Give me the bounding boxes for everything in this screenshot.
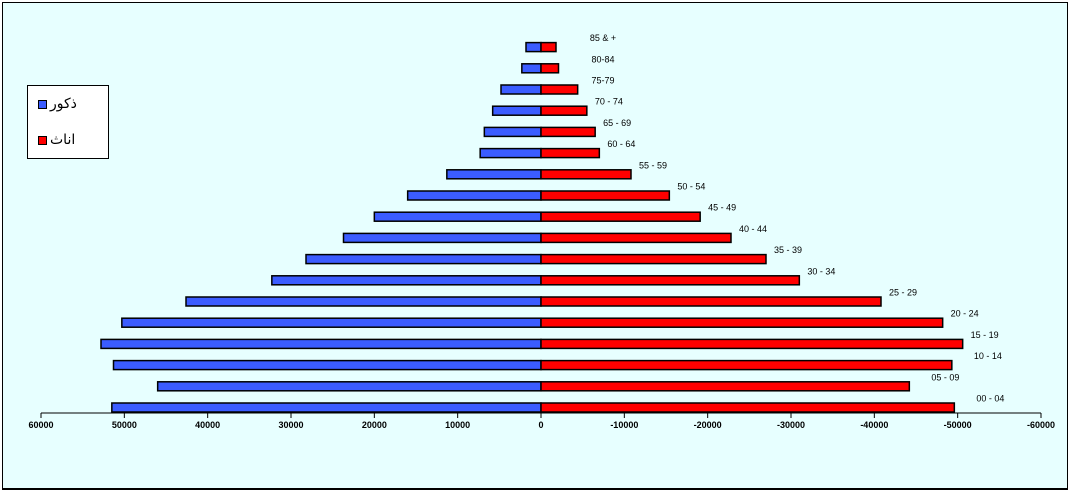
age-group-label: 50 - 54	[677, 182, 705, 192]
legend-label-males: ذكور	[50, 96, 77, 112]
bar-female	[540, 402, 956, 413]
age-group-label: 20 - 24	[951, 309, 979, 319]
age-group-label: 40 - 44	[739, 224, 767, 234]
x-tick-label: 30000	[278, 420, 303, 430]
bar-female	[540, 275, 801, 286]
x-axis: 60000 50000 40000 30000 20000 10000 0 -10000 -20…	[28, 412, 1055, 430]
x-tick-label: -30000	[777, 420, 805, 430]
x-tick-label: 0	[538, 420, 543, 430]
age-group-label: 25 - 29	[889, 288, 917, 298]
legend: ذكور اناث	[27, 85, 109, 159]
bar-male	[121, 317, 542, 328]
age-group-label: 35 - 39	[774, 245, 802, 255]
bar-male	[305, 253, 542, 265]
bar-female	[540, 126, 596, 138]
bar-male	[112, 359, 542, 371]
bar-female	[540, 169, 632, 180]
age-group-label: 60 - 64	[607, 139, 635, 149]
bar-female	[540, 338, 964, 350]
x-tick-label: 50000	[112, 420, 137, 430]
bar-male	[342, 232, 542, 244]
age-group-label: 10 - 14	[974, 351, 1002, 361]
age-group-label: 55 - 59	[639, 160, 667, 170]
bar-male	[373, 211, 542, 222]
bar-male	[521, 63, 542, 74]
x-tick-label: 10000	[445, 420, 470, 430]
age-group-label: 85 & +	[590, 33, 616, 43]
bar-male	[100, 338, 542, 350]
x-tick-label: 60000	[28, 420, 53, 430]
age-group-label: 30 - 34	[807, 266, 835, 276]
age-group-label: 65 - 69	[603, 118, 631, 128]
bar-male	[185, 296, 542, 307]
bar-female	[540, 84, 579, 95]
bar-male	[156, 381, 542, 392]
bar-male	[111, 402, 542, 413]
age-labels: 00 - 04 05 - 09 10 - 14 15 - 19 20 - 24 25 - …	[590, 33, 1004, 403]
bar-female	[540, 190, 671, 201]
bar-male	[479, 147, 542, 159]
x-tick-label: -40000	[860, 420, 888, 430]
chart-frame: 60000 50000 40000 30000 20000 10000 0 -10000 -20…	[2, 2, 1068, 490]
bar-female	[540, 41, 557, 53]
bars	[100, 41, 964, 413]
bar-female	[540, 232, 732, 244]
legend-item-males: ذكور	[38, 96, 77, 112]
bar-male	[271, 275, 542, 286]
legend-swatch-females	[38, 135, 47, 145]
x-tick-label: -50000	[944, 420, 972, 430]
age-group-label: 45 - 49	[708, 203, 736, 213]
bar-male	[525, 41, 542, 53]
bar-male	[491, 105, 542, 116]
x-tick-label: -10000	[610, 420, 638, 430]
age-group-label: 80-84	[591, 54, 614, 64]
population-pyramid-chart: 60000 50000 40000 30000 20000 10000 0 -10000 -20…	[28, 33, 1055, 430]
bar-female	[540, 359, 953, 371]
age-group-label: 75-79	[591, 76, 614, 86]
legend-swatch-males	[38, 99, 47, 109]
age-group-label: 00 - 04	[976, 394, 1004, 404]
bar-female	[540, 317, 944, 328]
age-group-label: 15 - 19	[971, 330, 999, 340]
bar-female	[540, 253, 767, 265]
age-group-label: 70 - 74	[595, 97, 623, 107]
bar-female	[540, 105, 588, 116]
bar-male	[500, 84, 542, 95]
bar-male	[406, 190, 542, 201]
bar-female	[540, 147, 601, 159]
bar-female	[540, 381, 911, 392]
legend-item-females: اناث	[38, 132, 75, 148]
bar-female	[540, 63, 560, 74]
bar-male	[483, 126, 542, 138]
legend-label-females: اناث	[50, 132, 76, 148]
age-group-label: 05 - 09	[931, 372, 959, 382]
x-tick-label: -20000	[694, 420, 722, 430]
x-tick-label: 20000	[362, 420, 387, 430]
x-tick-label: -60000	[1027, 420, 1055, 430]
bar-female	[540, 296, 882, 307]
x-tick-label: 40000	[195, 420, 220, 430]
bar-female	[540, 211, 701, 222]
bar-male	[446, 169, 542, 180]
